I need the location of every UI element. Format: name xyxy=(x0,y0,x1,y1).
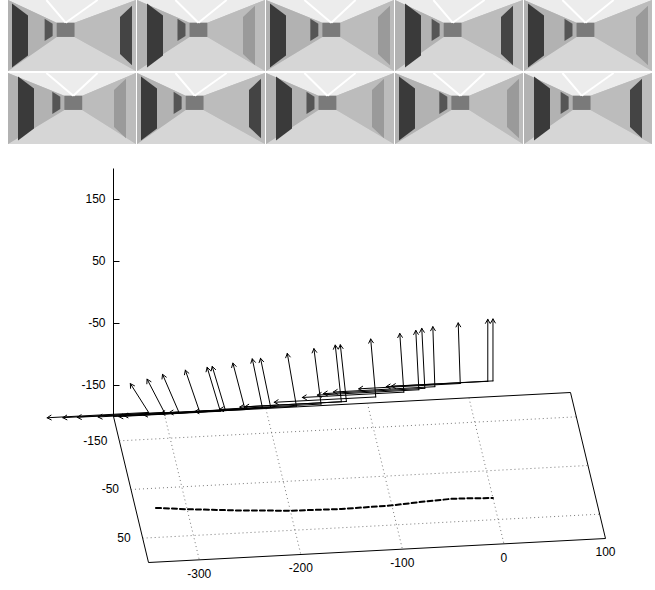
svg-text:-150: -150 xyxy=(83,434,107,448)
svg-text:0: 0 xyxy=(501,551,508,565)
svg-text:-50: -50 xyxy=(88,316,106,330)
svg-text:-200: -200 xyxy=(289,561,313,575)
svg-text:50: 50 xyxy=(117,531,131,545)
svg-text:-50: -50 xyxy=(102,482,120,496)
svg-text:100: 100 xyxy=(595,545,615,559)
svg-text:-300: -300 xyxy=(187,567,211,581)
svg-text:-100: -100 xyxy=(390,556,414,570)
svg-text:50: 50 xyxy=(92,254,106,268)
svg-text:-150: -150 xyxy=(81,378,105,392)
svg-text:150: 150 xyxy=(85,192,105,206)
